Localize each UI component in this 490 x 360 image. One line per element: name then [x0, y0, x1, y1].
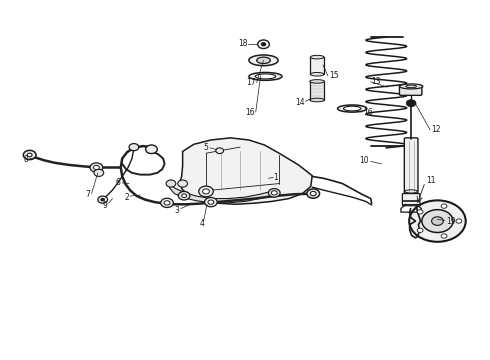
Polygon shape: [179, 138, 312, 204]
FancyBboxPatch shape: [402, 194, 420, 206]
Circle shape: [441, 234, 447, 238]
Ellipse shape: [257, 57, 270, 64]
Circle shape: [164, 201, 170, 205]
Circle shape: [216, 148, 223, 154]
Ellipse shape: [310, 98, 324, 102]
Circle shape: [441, 204, 447, 208]
Text: 15: 15: [329, 71, 339, 80]
Circle shape: [129, 144, 139, 151]
Circle shape: [432, 217, 443, 225]
Circle shape: [24, 150, 36, 159]
Text: 13: 13: [371, 77, 380, 86]
Circle shape: [409, 201, 466, 242]
Circle shape: [307, 189, 319, 198]
Ellipse shape: [249, 55, 278, 66]
Ellipse shape: [310, 72, 324, 76]
Circle shape: [94, 169, 104, 176]
Ellipse shape: [310, 80, 324, 83]
Circle shape: [161, 198, 173, 207]
Circle shape: [94, 165, 99, 170]
Circle shape: [208, 200, 214, 204]
Text: 5: 5: [203, 143, 208, 152]
Circle shape: [146, 145, 157, 154]
Circle shape: [261, 42, 266, 46]
Ellipse shape: [399, 84, 423, 89]
Ellipse shape: [343, 106, 361, 111]
Text: 12: 12: [431, 126, 441, 135]
Text: 1: 1: [273, 173, 278, 182]
Text: 14: 14: [295, 98, 304, 107]
Circle shape: [269, 189, 280, 197]
Text: 11: 11: [426, 176, 436, 185]
Circle shape: [417, 228, 423, 233]
Text: 18: 18: [238, 39, 247, 48]
Circle shape: [27, 153, 32, 157]
Circle shape: [422, 210, 453, 233]
Circle shape: [271, 191, 277, 195]
Circle shape: [101, 198, 105, 201]
Text: 2: 2: [124, 193, 129, 202]
Circle shape: [406, 100, 416, 107]
Circle shape: [202, 189, 209, 194]
Text: 7: 7: [85, 190, 90, 199]
Text: 10: 10: [360, 156, 369, 165]
Circle shape: [178, 180, 188, 187]
Circle shape: [182, 194, 187, 198]
Ellipse shape: [249, 72, 282, 80]
Circle shape: [90, 163, 103, 172]
Bar: [310, 81, 324, 100]
Circle shape: [199, 186, 213, 197]
FancyBboxPatch shape: [399, 85, 422, 95]
Text: 8: 8: [24, 155, 28, 164]
Circle shape: [456, 219, 462, 223]
Circle shape: [98, 196, 108, 203]
Polygon shape: [170, 180, 274, 203]
Circle shape: [178, 192, 190, 200]
Ellipse shape: [338, 105, 367, 112]
FancyBboxPatch shape: [404, 138, 418, 197]
Bar: [310, 57, 324, 74]
Text: 16: 16: [245, 108, 255, 117]
Ellipse shape: [255, 74, 276, 79]
Text: 4: 4: [200, 219, 204, 228]
Circle shape: [417, 210, 423, 214]
Text: 3: 3: [174, 206, 179, 215]
Circle shape: [166, 180, 176, 187]
Text: 9: 9: [103, 201, 108, 210]
Text: 6: 6: [116, 178, 121, 187]
Circle shape: [310, 192, 316, 196]
Circle shape: [204, 198, 217, 207]
Text: 17: 17: [246, 78, 256, 87]
Ellipse shape: [310, 55, 324, 59]
Text: 19: 19: [446, 217, 455, 226]
Text: 16: 16: [363, 108, 372, 117]
